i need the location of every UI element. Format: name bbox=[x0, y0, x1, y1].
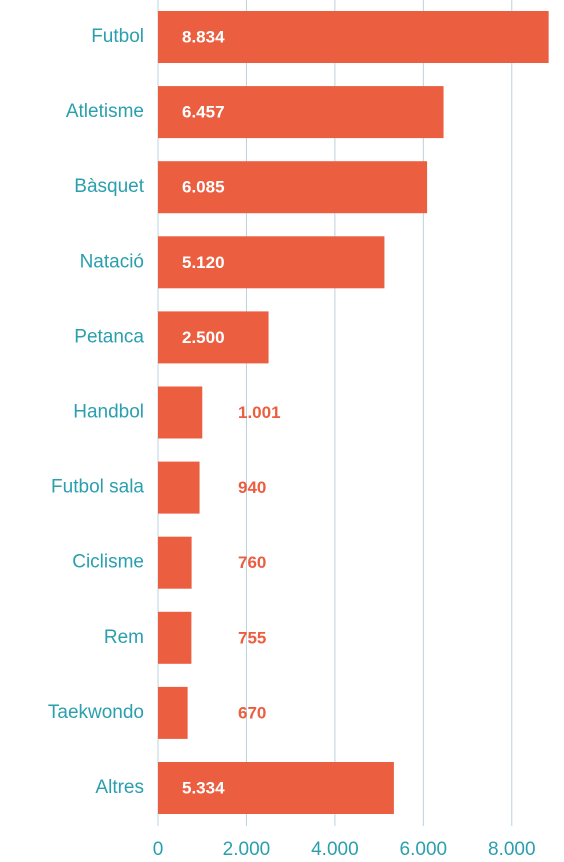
x-tick-label: 0 bbox=[153, 839, 164, 860]
bar bbox=[158, 86, 444, 139]
x-tick-label: 6.000 bbox=[400, 839, 448, 860]
y-tick-label: Bàsquet bbox=[74, 176, 144, 197]
value-label: 2.500 bbox=[182, 328, 225, 347]
bar bbox=[158, 686, 188, 739]
bar bbox=[158, 386, 203, 439]
value-label: 5.334 bbox=[182, 778, 225, 797]
bar bbox=[158, 536, 192, 589]
y-tick-label: Handbol bbox=[73, 402, 144, 423]
value-label: 5.120 bbox=[182, 253, 225, 272]
y-tick-label: Futbol sala bbox=[51, 477, 144, 498]
x-tick-label: 8.000 bbox=[488, 839, 536, 860]
value-label: 670 bbox=[238, 703, 266, 722]
y-tick-label: Rem bbox=[104, 627, 144, 648]
y-tick-label: Altres bbox=[95, 777, 144, 798]
x-tick-label: 2.000 bbox=[223, 839, 271, 860]
y-tick-label: Futbol bbox=[91, 26, 144, 47]
bar bbox=[158, 161, 428, 214]
value-label: 6.457 bbox=[182, 103, 225, 122]
bar bbox=[158, 236, 385, 289]
y-tick-label: Taekwondo bbox=[48, 702, 144, 723]
value-label: 760 bbox=[238, 553, 266, 572]
bar bbox=[158, 461, 200, 514]
value-label: 1.001 bbox=[238, 403, 281, 422]
y-tick-label: Petanca bbox=[74, 326, 144, 347]
bar bbox=[158, 311, 269, 364]
y-tick-label: Ciclisme bbox=[72, 552, 144, 573]
bar bbox=[158, 762, 394, 814]
bar bbox=[158, 11, 549, 63]
value-label: 940 bbox=[238, 478, 266, 497]
y-tick-label: Atletisme bbox=[66, 101, 144, 122]
value-label: 8.834 bbox=[182, 27, 225, 46]
x-tick-label: 4.000 bbox=[311, 839, 359, 860]
value-label: 6.085 bbox=[182, 178, 225, 197]
bar bbox=[158, 611, 192, 664]
value-label: 755 bbox=[238, 628, 266, 647]
y-tick-label: Natació bbox=[80, 251, 144, 272]
